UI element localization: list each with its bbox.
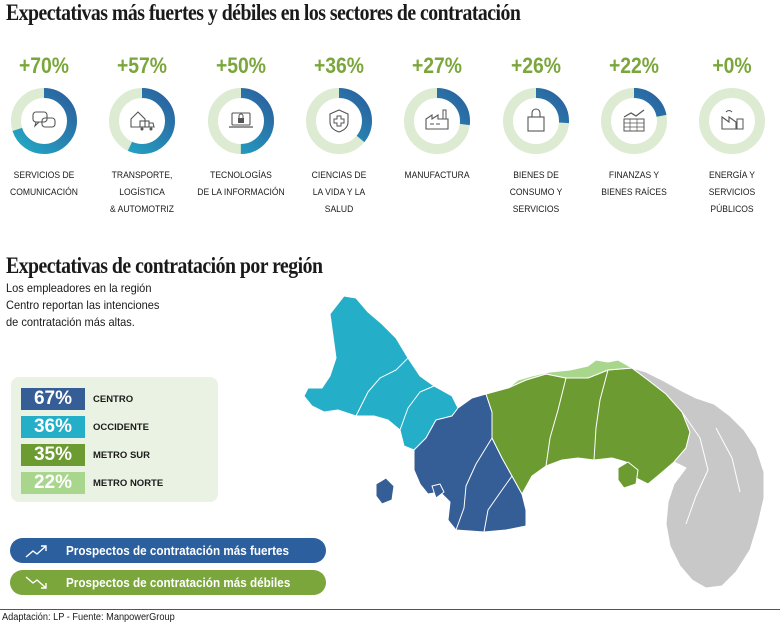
donut-value-arc (207, 88, 274, 154)
weak-prospects-label: Prospectos de contratación más débiles (66, 575, 291, 590)
sector-item: +26% BIENES DE CONSUMO Y SERVICIOS (487, 52, 585, 218)
factory-icon (425, 109, 449, 130)
intro-line: de contratación más altas. (6, 315, 135, 329)
donut-value-arc (109, 88, 176, 154)
sector-donut (502, 88, 569, 154)
sector-value-label: +26% (510, 53, 561, 78)
sector-label-line: SALUD (324, 204, 354, 215)
sector-donut (699, 88, 766, 154)
sector-donut (305, 88, 372, 154)
chat-bubbles-icon (32, 111, 56, 128)
donut-track (699, 88, 766, 154)
region-value: 22% (21, 472, 85, 494)
footer-divider (0, 609, 780, 610)
donut-value-arc (502, 88, 569, 154)
sector-label-line: LA VIDA Y LA (312, 187, 366, 198)
truck-warehouse-icon (130, 111, 156, 131)
intro-line: Los empleadores en la región (6, 281, 152, 295)
sector-donut (109, 88, 176, 154)
sector-item: +57% TRANSPORTE, LOGÍSTICA & AUTOMOTRIZ (93, 52, 191, 218)
sector-item: +0% ENERGÍA Y SERVICIOS PÚBLICOS (683, 52, 780, 218)
strong-prospects-legend: Prospectos de contratación más fuertes (10, 538, 326, 563)
donut-value-arc (11, 88, 77, 154)
sector-label-line: ENERGÍA Y (709, 170, 756, 181)
strong-prospects-label: Prospectos de contratación más fuertes (66, 543, 290, 558)
region-row: 22% METRO NORTE (21, 472, 163, 494)
map-islet-centro (431, 483, 445, 499)
sector-label-line: DE LA INFORMACIÓN (196, 187, 285, 198)
sector-label-line: COMUNICACIÓN (10, 187, 78, 198)
map-region-metro-norte (507, 359, 633, 389)
region-intro: Los empleadores en la región Centro repo… (6, 280, 190, 331)
shield-cross-icon (329, 109, 349, 133)
region-name: METRO SUR (93, 449, 150, 461)
sector-label-line: TECNOLOGÍAS (209, 170, 272, 181)
sector-donut (404, 88, 471, 154)
source-note: Adaptación: LP - Fuente: ManpowerGroup (2, 612, 175, 623)
trend-down-icon (25, 575, 47, 589)
shopping-bag-icon (526, 108, 545, 132)
donut-value-arc (404, 88, 471, 154)
sector-item: +27% MANUFACTURA (388, 52, 486, 184)
sector-label-line: & AUTOMOTRIZ (110, 204, 175, 215)
sector-donut (207, 88, 274, 154)
sector-label: FINANZAS Y BIENES RAÍCES (590, 167, 678, 201)
laptop-lock-icon (228, 112, 253, 128)
sector-item: +70% SERVICIOS DE COMUNICACIÓN (0, 52, 93, 201)
sector-item: +36% CIENCIAS DE LA VIDA Y LA SALUD (290, 52, 388, 218)
sector-label: MANUFACTURA (393, 167, 481, 184)
sector-label-line: SERVICIOS (512, 204, 559, 215)
sector-donut (600, 88, 667, 154)
sector-value-label: +0% (712, 53, 752, 78)
sector-label: CIENCIAS DE LA VIDA Y LA SALUD (295, 167, 383, 218)
sector-label-line: BIENES DE (512, 170, 559, 181)
donut-value-arc (600, 88, 667, 154)
growth-chart-icon (623, 109, 645, 132)
region-value: 35% (21, 444, 85, 466)
region-name: CENTRO (93, 393, 134, 405)
weak-prospects-legend: Prospectos de contratación más débiles (10, 570, 326, 595)
sector-value-label: +70% (18, 53, 70, 78)
sector-label: SERVICIOS DE COMUNICACIÓN (0, 167, 88, 201)
donut-value-arc (305, 88, 372, 154)
sector-label-line: CIENCIAS DE (311, 170, 367, 181)
sector-label: TRANSPORTE, LOGÍSTICA & AUTOMOTRIZ (98, 167, 186, 218)
sector-label-line: SERVICIOS DE (13, 170, 75, 181)
sector-value-label: +57% (117, 53, 168, 78)
sector-label-line: TRANSPORTE, LOGÍSTICA (111, 170, 173, 198)
sector-label-line: BIENES RAÍCES (601, 187, 667, 198)
sector-label-line: SERVICIOS (708, 187, 756, 198)
sector-label-line: MANUFACTURA (404, 170, 470, 181)
page-title: Expectativas más fuertes y débiles en lo… (6, 0, 521, 25)
region-title: Expectativas de contratación por región (6, 253, 323, 278)
sector-label: ENERGÍA Y SERVICIOS PÚBLICOS (688, 167, 776, 218)
sector-item: +22% FINANZAS Y BIENES RAÍCES (585, 52, 683, 201)
energy-icon (721, 110, 744, 130)
region-name: METRO NORTE (93, 477, 164, 489)
sector-label: TECNOLOGÍAS DE LA INFORMACIÓN (196, 167, 284, 201)
sector-label-line: FINANZAS Y (608, 170, 659, 181)
region-row: 35% METRO SUR (21, 444, 150, 466)
intro-line: Centro reportan las intenciones (6, 298, 160, 312)
region-value: 36% (21, 416, 85, 438)
region-name: OCCIDENTE (93, 421, 149, 433)
sector-value-label: +50% (215, 53, 266, 78)
map-island-metro-sur (617, 461, 639, 489)
sector-value-label: +36% (313, 53, 364, 78)
region-value: 67% (21, 388, 85, 410)
map-region-east (631, 367, 765, 589)
sector-value-label: +22% (608, 53, 659, 78)
sector-label-line: CONSUMO Y (509, 187, 562, 198)
sector-label: BIENES DE CONSUMO Y SERVICIOS (491, 167, 579, 218)
sector-donut (11, 88, 77, 154)
region-row: 67% CENTRO (21, 388, 133, 410)
panama-region-map (303, 295, 765, 589)
region-row: 36% OCCIDENTE (21, 416, 149, 438)
sector-label-line: PÚBLICOS (710, 204, 754, 215)
trend-up-icon (25, 544, 47, 558)
sector-value-label: +27% (412, 53, 463, 78)
map-island-centro (375, 477, 395, 505)
sector-item: +50% TECNOLOGÍAS DE LA INFORMACIÓN (192, 52, 290, 201)
